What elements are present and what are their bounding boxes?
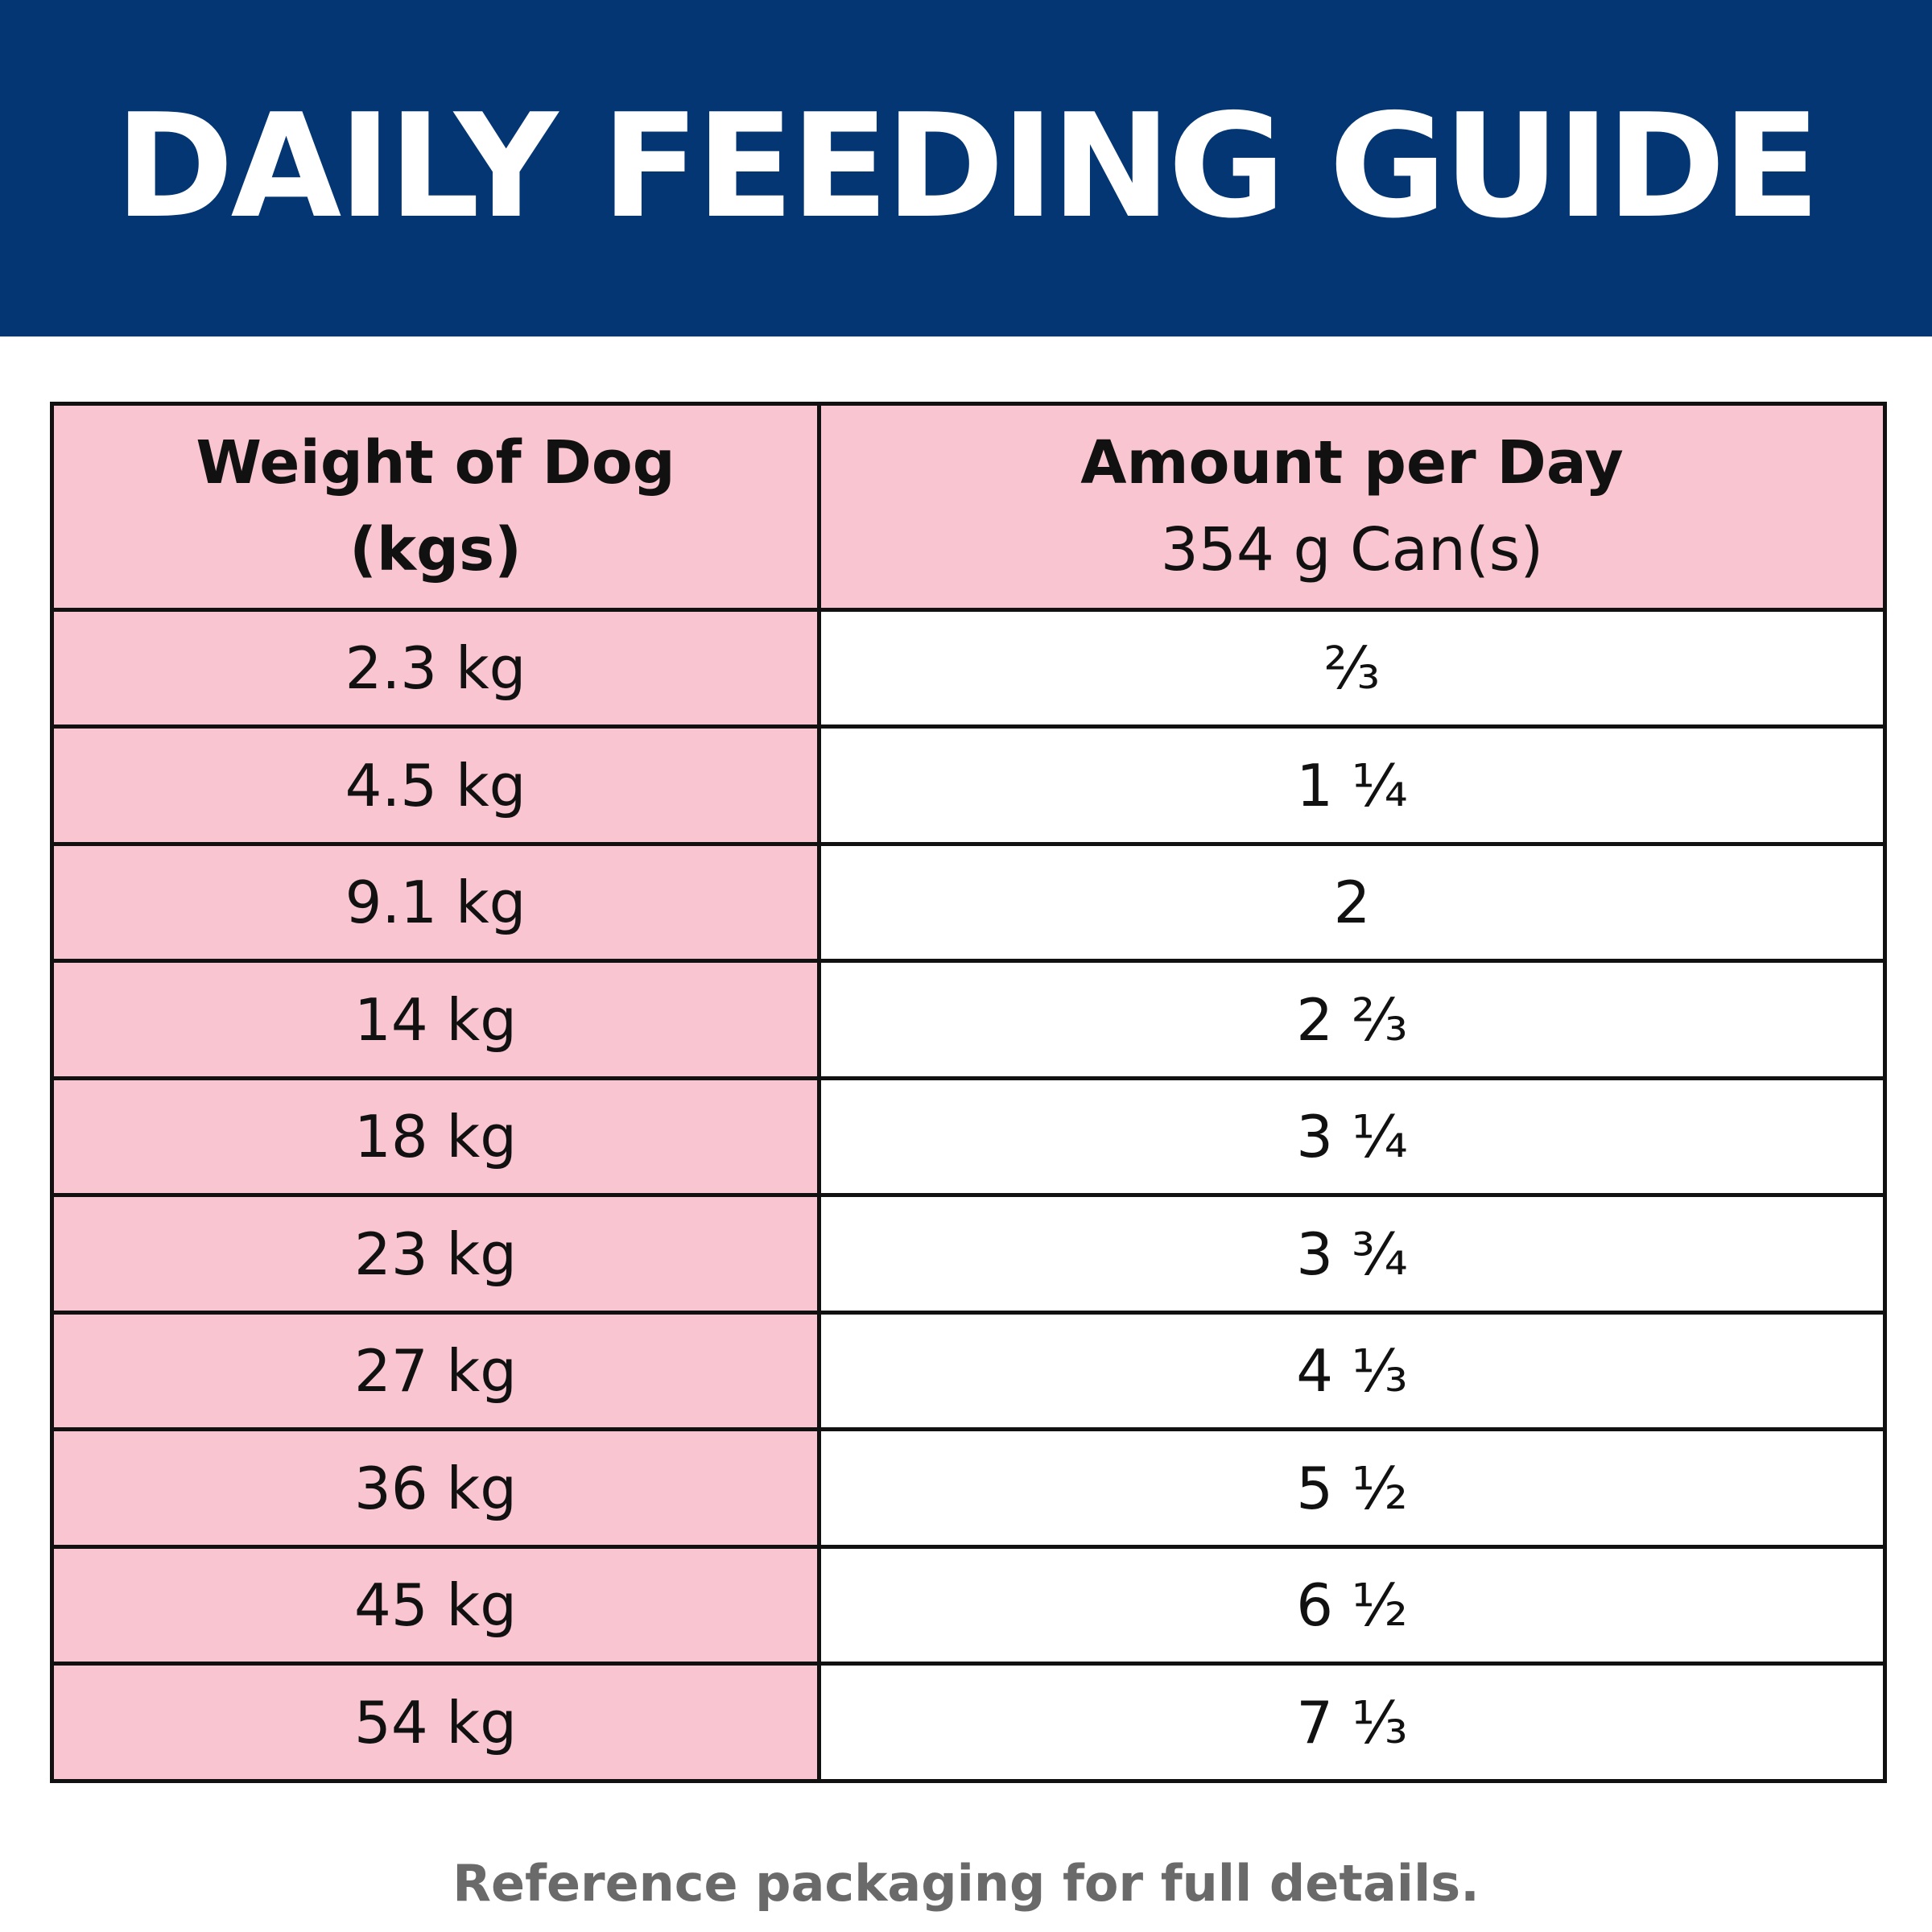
column-header-amount-title: Amount per Day (1080, 428, 1624, 498)
amount-cell: 5 ½ (817, 1427, 1887, 1549)
weight-cell: 14 kg (50, 959, 821, 1080)
table-row: 23 kg 3 ¾ (50, 1193, 1887, 1315)
amount-cell: 2 ⅔ (817, 959, 1887, 1080)
weight-cell: 18 kg (50, 1075, 821, 1198)
weight-cell: 36 kg (50, 1427, 821, 1549)
feeding-guide-table: Weight of Dog (kgs) Amount per Day 354 g… (50, 402, 1887, 1783)
amount-cell: 6 ½ (817, 1544, 1887, 1666)
amount-cell: 3 ¾ (817, 1193, 1887, 1315)
footnote-text: Reference packaging for full details. (452, 1854, 1480, 1913)
table-row: 45 kg 6 ½ (50, 1544, 1887, 1666)
column-header-amount: Amount per Day 354 g Can(s) (817, 402, 1887, 612)
table-row: 4.5 kg 1 ¼ (50, 724, 1887, 846)
amount-cell: 7 ⅓ (817, 1662, 1887, 1783)
column-header-weight-unit: (kgs) (349, 515, 522, 585)
weight-cell: 45 kg (50, 1544, 821, 1666)
header-banner: DAILY FEEDING GUIDE (0, 0, 1932, 336)
amount-cell: 1 ¼ (817, 724, 1887, 846)
amount-cell: 3 ¼ (817, 1075, 1887, 1198)
weight-cell: 2.3 kg (50, 607, 821, 729)
column-header-weight: Weight of Dog (kgs) (50, 402, 821, 612)
column-header-amount-unit: 354 g Can(s) (1160, 515, 1544, 585)
weight-cell: 23 kg (50, 1193, 821, 1315)
table-header-row: Weight of Dog (kgs) Amount per Day 354 g… (50, 402, 1887, 612)
weight-cell: 27 kg (50, 1310, 821, 1432)
table-row: 36 kg 5 ½ (50, 1427, 1887, 1549)
weight-cell: 4.5 kg (50, 724, 821, 846)
amount-cell: 2 (817, 841, 1887, 964)
amount-cell: ⅔ (817, 607, 1887, 729)
table-row: 9.1 kg 2 (50, 841, 1887, 964)
weight-cell: 54 kg (50, 1662, 821, 1783)
page-title: DAILY FEEDING GUIDE (114, 83, 1820, 250)
table-row: 27 kg 4 ⅓ (50, 1310, 1887, 1432)
table-row: 18 kg 3 ¼ (50, 1075, 1887, 1198)
table-row: 2.3 kg ⅔ (50, 607, 1887, 729)
amount-cell: 4 ⅓ (817, 1310, 1887, 1432)
weight-cell: 9.1 kg (50, 841, 821, 964)
table-row: 14 kg 2 ⅔ (50, 959, 1887, 1080)
column-header-weight-title: Weight of Dog (196, 428, 675, 498)
table-row: 54 kg 7 ⅓ (50, 1662, 1887, 1783)
